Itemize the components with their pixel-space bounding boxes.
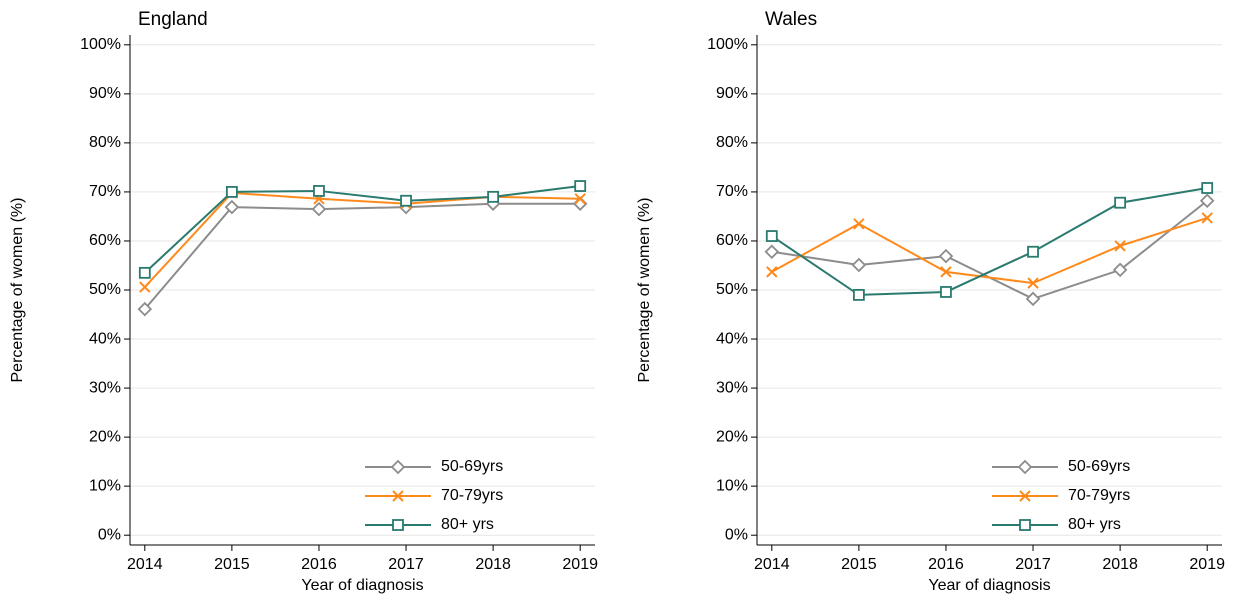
y-tick-label: 10% bbox=[716, 477, 748, 494]
marker bbox=[574, 180, 587, 192]
x-tick-label: 2016 bbox=[301, 556, 337, 573]
marker bbox=[1112, 262, 1128, 278]
legend-label: 80+ yrs bbox=[441, 516, 494, 533]
marker bbox=[765, 230, 778, 242]
marker bbox=[392, 490, 404, 502]
series-line bbox=[771, 187, 1208, 296]
y-axis-label: Percentage of women (%) bbox=[9, 198, 26, 383]
x-tick-label: 2019 bbox=[1189, 556, 1225, 573]
y-tick-label: 20% bbox=[89, 428, 121, 445]
marker bbox=[313, 185, 325, 197]
series-line bbox=[144, 191, 581, 288]
marker bbox=[311, 201, 327, 217]
marker bbox=[852, 289, 865, 301]
y-tick-label: 90% bbox=[716, 85, 748, 102]
series-line bbox=[144, 202, 581, 310]
y-tick-label: 100% bbox=[80, 36, 121, 53]
legend-label: 70-79yrs bbox=[1068, 487, 1130, 504]
marker bbox=[1199, 193, 1215, 209]
marker bbox=[1025, 291, 1041, 307]
x-axis-label: Year of diagnosis bbox=[928, 577, 1050, 594]
marker bbox=[1017, 459, 1033, 475]
marker bbox=[940, 286, 952, 298]
x-axis-label: Year of diagnosis bbox=[301, 577, 423, 594]
marker bbox=[390, 459, 406, 475]
y-tick-label: 70% bbox=[716, 183, 748, 200]
marker bbox=[853, 218, 865, 230]
y-axis-label: Percentage of women (%) bbox=[636, 198, 653, 383]
y-tick-label: 80% bbox=[89, 134, 121, 151]
y-tick-label: 40% bbox=[716, 330, 748, 347]
marker bbox=[137, 301, 153, 317]
y-tick-label: 70% bbox=[89, 183, 121, 200]
marker bbox=[1027, 277, 1039, 289]
legend-label: 80+ yrs bbox=[1068, 516, 1121, 533]
x-tick-label: 2016 bbox=[928, 556, 964, 573]
x-tick-label: 2017 bbox=[1015, 556, 1051, 573]
x-tick-label: 2018 bbox=[1102, 556, 1138, 573]
x-tick-label: 2015 bbox=[214, 556, 250, 573]
x-tick-label: 2017 bbox=[388, 556, 424, 573]
chart-title: Wales bbox=[765, 9, 817, 30]
legend-label: 50-69yrs bbox=[1068, 458, 1130, 475]
marker bbox=[1201, 182, 1214, 194]
marker bbox=[400, 194, 412, 207]
x-tick-label: 2019 bbox=[562, 556, 598, 573]
marker bbox=[764, 244, 780, 260]
marker bbox=[1201, 212, 1213, 224]
y-tick-label: 20% bbox=[716, 428, 748, 445]
marker bbox=[940, 266, 952, 278]
marker bbox=[766, 266, 778, 278]
y-tick-label: 0% bbox=[98, 526, 121, 543]
marker bbox=[392, 519, 404, 531]
x-tick-label: 2018 bbox=[475, 556, 511, 573]
y-tick-label: 100% bbox=[707, 36, 748, 53]
x-tick-label: 2014 bbox=[754, 556, 790, 573]
y-tick-label: 50% bbox=[716, 281, 748, 298]
chart-title: England bbox=[138, 9, 208, 30]
y-tick-label: 60% bbox=[716, 232, 748, 249]
series-line bbox=[771, 216, 1208, 285]
y-tick-label: 30% bbox=[716, 379, 748, 396]
marker bbox=[851, 257, 867, 273]
y-tick-label: 0% bbox=[725, 526, 748, 543]
y-tick-label: 90% bbox=[89, 85, 121, 102]
marker bbox=[487, 190, 500, 203]
y-tick-label: 50% bbox=[89, 281, 121, 298]
y-tick-label: 30% bbox=[89, 379, 121, 396]
y-tick-label: 10% bbox=[89, 477, 121, 494]
y-tick-label: 40% bbox=[89, 330, 121, 347]
marker bbox=[1114, 240, 1126, 252]
series-line bbox=[144, 185, 581, 274]
marker bbox=[139, 281, 151, 293]
y-tick-label: 60% bbox=[89, 232, 121, 249]
legend-label: 70-79yrs bbox=[441, 487, 503, 504]
marker bbox=[574, 193, 586, 205]
marker bbox=[138, 266, 151, 279]
marker bbox=[1114, 196, 1127, 209]
marker bbox=[1027, 245, 1039, 258]
x-tick-label: 2014 bbox=[127, 556, 163, 573]
series-line bbox=[771, 199, 1208, 300]
marker bbox=[1019, 519, 1031, 531]
marker bbox=[225, 186, 238, 198]
marker bbox=[938, 248, 954, 264]
marker bbox=[1019, 490, 1031, 502]
x-tick-label: 2015 bbox=[841, 556, 877, 573]
y-tick-label: 80% bbox=[716, 134, 748, 151]
legend-label: 50-69yrs bbox=[441, 458, 503, 475]
marker bbox=[224, 199, 240, 215]
